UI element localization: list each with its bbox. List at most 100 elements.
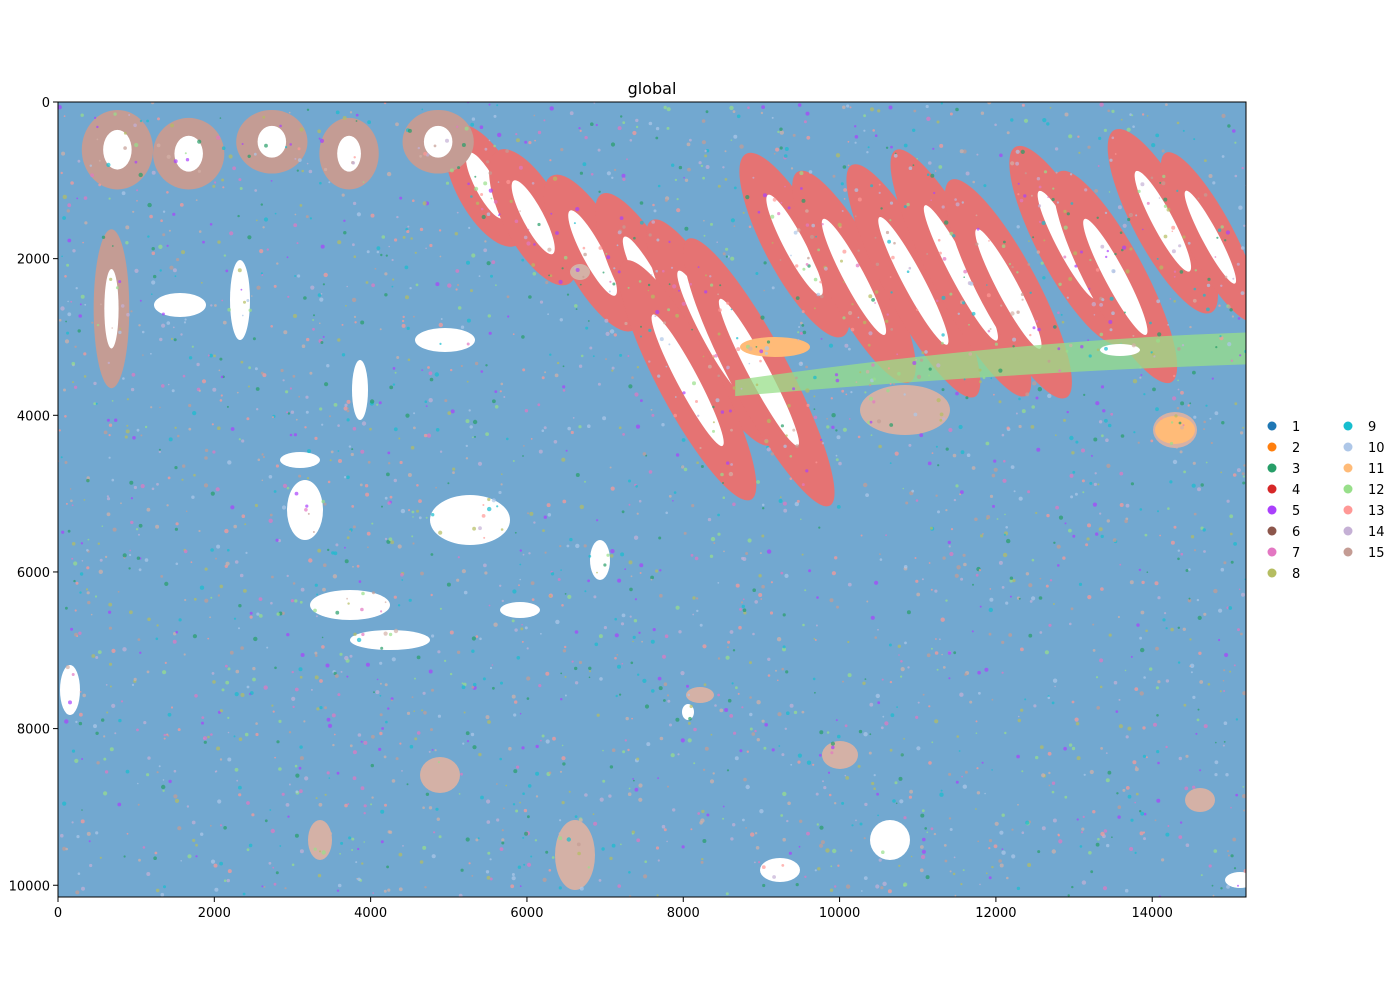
cell-point [1049, 106, 1052, 109]
cell-point [953, 651, 957, 655]
cell-point [1215, 346, 1218, 349]
cell-point [590, 173, 594, 176]
cell-point [452, 471, 455, 474]
cell-point [955, 780, 959, 784]
cell-point [631, 376, 634, 379]
cell-point [1188, 568, 1191, 571]
cell-point [854, 141, 857, 144]
cell-point [1100, 244, 1105, 249]
cell-point [494, 405, 499, 409]
cell-point [156, 771, 159, 774]
cell-point [363, 740, 368, 745]
cell-point [1118, 724, 1123, 729]
cell-point [526, 676, 531, 681]
cell-point [488, 604, 491, 607]
cell-point [650, 408, 653, 411]
cell-point [120, 502, 122, 505]
cell-point [1104, 346, 1108, 351]
cell-point [1202, 528, 1206, 532]
cell-point [178, 618, 182, 622]
cell-point [1203, 724, 1208, 729]
cell-point [513, 769, 518, 774]
cell-point [534, 839, 538, 842]
cell-point [83, 375, 87, 378]
cell-point [935, 299, 939, 303]
cell-point [379, 661, 383, 665]
cell-point [350, 452, 354, 457]
cell-point [132, 210, 135, 213]
cell-point [1094, 189, 1098, 193]
cell-point [480, 370, 484, 373]
cell-point [1048, 784, 1051, 787]
cell-point [842, 316, 846, 320]
cell-point [1216, 236, 1219, 239]
cell-point [355, 861, 358, 864]
cell-point [339, 652, 343, 656]
cell-point [1061, 320, 1065, 324]
cell-point [927, 461, 932, 466]
cell-point [797, 753, 803, 758]
cell-point [363, 841, 366, 843]
cell-point [125, 225, 130, 230]
cell-point [766, 418, 772, 424]
tissue-patch [1185, 788, 1215, 812]
cell-point [511, 694, 516, 699]
cell-point [1003, 533, 1007, 536]
cell-point [288, 783, 291, 786]
cell-point [828, 793, 832, 797]
cell-point [1104, 211, 1108, 215]
cell-point [668, 494, 672, 498]
cell-point [884, 721, 889, 726]
cell-point [930, 827, 934, 831]
cell-point [1019, 198, 1024, 203]
cell-point [606, 255, 611, 260]
cell-point [1071, 885, 1074, 889]
cell-point [694, 556, 699, 561]
cell-point [1000, 304, 1003, 307]
cell-point [351, 448, 354, 451]
cell-point [1153, 722, 1157, 727]
cell-point [381, 505, 383, 508]
cell-point [761, 584, 765, 589]
cell-point [106, 162, 111, 167]
cell-point [307, 449, 311, 454]
cell-point [722, 166, 725, 169]
legend-label: 6 [1292, 525, 1300, 540]
cell-point [1053, 541, 1056, 544]
cell-point [520, 627, 524, 631]
cell-point [1169, 480, 1173, 484]
cell-point [902, 487, 905, 490]
cell-point [219, 758, 223, 761]
cell-point [1203, 193, 1208, 197]
cell-point [414, 677, 416, 680]
cell-point [627, 286, 630, 289]
cell-point [760, 111, 764, 115]
cell-point [512, 460, 515, 462]
cell-point [86, 591, 90, 595]
cell-point [566, 293, 570, 296]
cell-point [949, 231, 954, 236]
cell-point [120, 304, 125, 308]
cell-point [671, 163, 675, 167]
cell-point [519, 712, 522, 715]
cell-point [1080, 250, 1083, 254]
cell-point [717, 693, 720, 697]
cell-point [854, 125, 857, 128]
cell-point [192, 838, 196, 843]
cell-point [255, 722, 258, 725]
cell-point [75, 287, 78, 290]
cell-point [957, 312, 960, 315]
cell-point [919, 433, 924, 438]
cell-point [562, 365, 565, 368]
cell-point [352, 750, 357, 755]
cell-point [782, 645, 786, 649]
cell-point [954, 198, 957, 201]
cell-point [61, 530, 65, 534]
cell-point [528, 295, 532, 299]
cell-point [247, 235, 252, 240]
cell-point [700, 818, 705, 823]
cell-point [558, 886, 562, 890]
cell-point [692, 596, 696, 600]
cell-point [153, 856, 157, 860]
